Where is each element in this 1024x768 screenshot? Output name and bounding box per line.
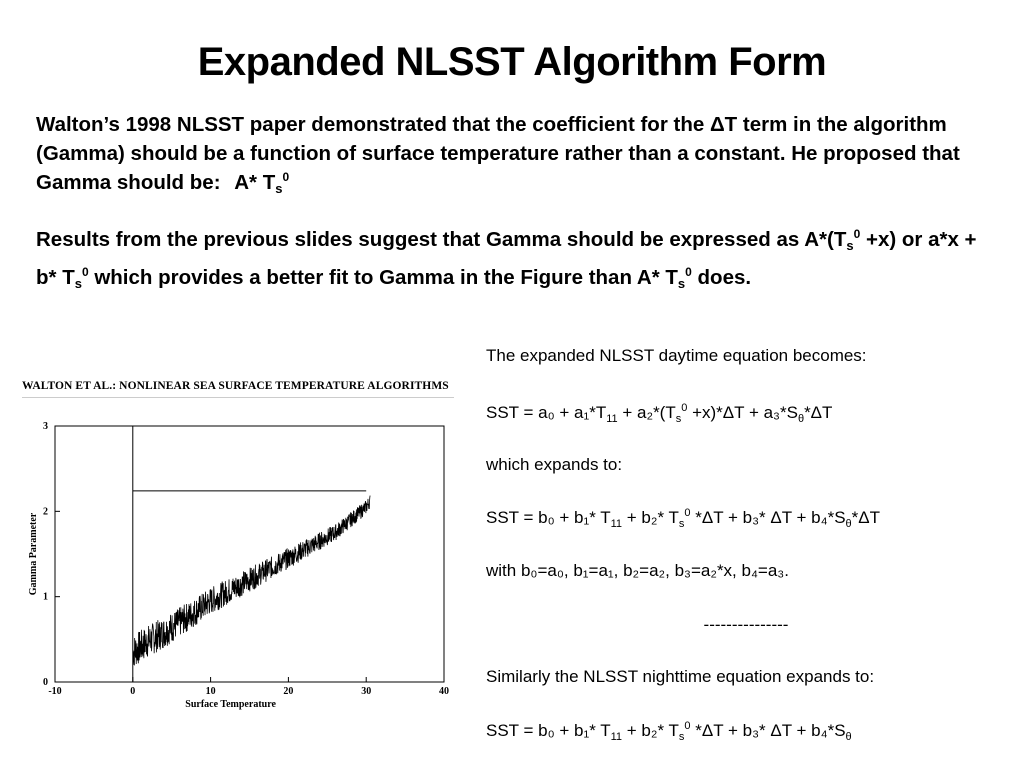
intro-p2-c: which provides a better fit to Gamma in …: [88, 266, 678, 289]
figure-caption: WALTON ET AL.: NONLINEAR SEA SURFACE TEM…: [22, 380, 449, 392]
superscript-0: 0: [685, 265, 692, 279]
intro-p2-b: +x) or a*x + b* T: [36, 228, 977, 289]
eq-part: + a₂*(T: [617, 403, 676, 422]
intro-p2-a: Results from the previous slides suggest…: [36, 228, 847, 251]
eq-part: + b₂* T: [622, 721, 679, 740]
nighttime-intro-line: Similarly the NLSST nighttime equation e…: [486, 667, 875, 686]
plot-frame: [54, 425, 445, 683]
intro-p2-d: does.: [691, 266, 752, 289]
x-axis-label: Surface Temperature: [185, 699, 276, 710]
eq-sub: 11: [610, 731, 623, 743]
equation-expanded-daytime: SST = b₀ + b₁* T11 + b₂* Ts0 *ΔT + b₃* Δ…: [486, 507, 880, 531]
gamma-series-line: [132, 495, 371, 666]
x-tick-label: 10: [206, 686, 216, 697]
eq-sub: 11: [610, 518, 623, 530]
intro-p1-expr: A* T: [234, 171, 276, 194]
y-axis-label: Gamma Parameter: [28, 512, 39, 595]
superscript-0: 0: [81, 265, 89, 279]
intro-p1-text: Walton’s 1998 NLSST paper demonstrated t…: [36, 113, 960, 194]
eq-sub: θ: [845, 518, 852, 530]
superscript-0: 0: [853, 227, 861, 241]
equation-daytime: SST = a₀ + a₁*T11 + a₂*(Ts0 +x)*ΔT + a₃*…: [486, 402, 832, 426]
equation-nighttime: SST = b₀ + b₁* T11 + b₂* Ts0 *ΔT + b₃* Δ…: [486, 720, 852, 744]
x-tick-label: 40: [439, 686, 449, 697]
subscript-s: s: [275, 181, 283, 196]
equation-intro-line: The expanded NLSST daytime equation beco…: [486, 346, 867, 365]
x-tick-label: 0: [130, 686, 135, 697]
eq-sub: θ: [797, 413, 805, 425]
eq-part: *ΔT + b₃* ΔT + b₄*S: [690, 721, 846, 740]
slide-title: Expanded NLSST Algorithm Form: [197, 40, 827, 84]
x-tick-label: 20: [283, 686, 293, 697]
intro-text: Walton’s 1998 NLSST paper demonstrated t…: [36, 110, 996, 298]
eq-sup: 0: [681, 402, 688, 414]
eq-sup: 0: [684, 507, 691, 519]
eq-part: *ΔT: [851, 508, 881, 527]
y-tick-label: 2: [43, 506, 48, 517]
eq-part: *ΔT + b₃* ΔT + b₄*S: [690, 508, 846, 527]
expands-line: which expands to:: [486, 455, 623, 474]
coefficient-mapping: with b₀=a₀, b₁=a₁, b₂=a₂, b₃=a₂*x, b₄=a₃…: [486, 561, 789, 580]
eq-part: SST = b₀ + b₁* T: [486, 508, 611, 527]
subscript-s: s: [677, 276, 686, 291]
eq-sup: 0: [684, 720, 691, 732]
eq-sub: s: [675, 413, 682, 425]
eq-part: *ΔT: [804, 403, 833, 422]
y-tick-label: 0: [43, 677, 48, 688]
section-divider: ---------------: [703, 615, 789, 634]
eq-sub: s: [678, 518, 685, 530]
y-tick-label: 1: [43, 592, 48, 603]
superscript-0: 0: [282, 170, 290, 184]
intro-paragraph-2: Results from the previous slides suggest…: [36, 222, 996, 298]
x-tick-label: 30: [361, 686, 371, 697]
subscript-s: s: [846, 238, 854, 253]
intro-paragraph-1: Walton’s 1998 NLSST paper demonstrated t…: [36, 110, 996, 200]
eq-part: +x)*ΔT + a₃*S: [687, 403, 798, 422]
eq-part: + b₂* T: [622, 508, 679, 527]
caption-divider: [22, 397, 454, 398]
eq-part: SST = a₀ + a₁*T: [486, 403, 607, 422]
eq-sub: s: [678, 731, 685, 743]
x-tick-label: -10: [48, 686, 61, 697]
eq-sub: θ: [845, 731, 852, 743]
eq-sub: 11: [606, 413, 618, 425]
subscript-s: s: [74, 276, 82, 291]
eq-part: SST = b₀ + b₁* T: [486, 721, 611, 740]
y-tick-label: 3: [43, 421, 48, 432]
